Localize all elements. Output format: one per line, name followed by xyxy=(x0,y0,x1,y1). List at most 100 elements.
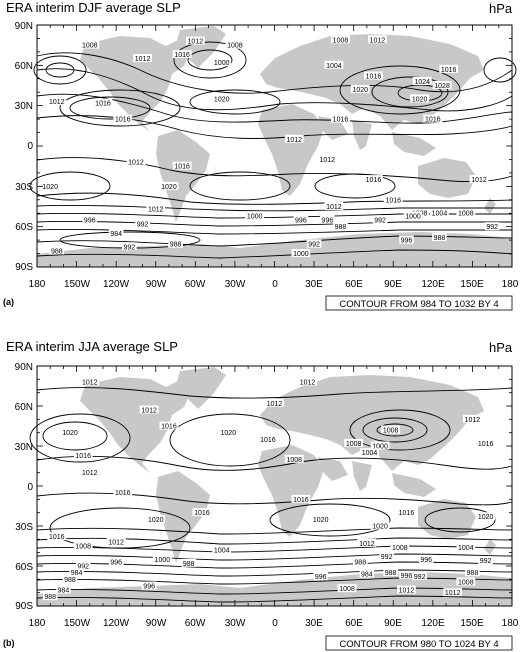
contour-label-bg xyxy=(293,215,309,224)
contour-label: 1020 xyxy=(148,517,164,524)
contour-line xyxy=(42,421,108,451)
contour-label-bg xyxy=(80,377,100,386)
contour-label-bg xyxy=(47,97,67,106)
x-tick-label: 60W xyxy=(185,618,206,629)
x-tick-label: 90W xyxy=(146,618,167,629)
x-tick-label: 150E xyxy=(460,618,484,629)
contour-label: 1016 xyxy=(49,534,65,541)
india-land xyxy=(352,120,372,150)
contour-label-bg xyxy=(403,211,423,220)
contour-line xyxy=(36,68,513,112)
contour-label-bg xyxy=(383,195,403,204)
contour-label: 1000 xyxy=(405,213,421,220)
contour-label-bg xyxy=(324,202,344,210)
y-tick-label: 90S xyxy=(15,601,33,612)
contour-label: 1016 xyxy=(385,197,401,204)
x-tick-label: 30W xyxy=(225,279,246,290)
contour-label: 1016 xyxy=(478,441,494,448)
contour-label: 1004 xyxy=(362,450,378,457)
contour-label: 1012 xyxy=(465,417,481,424)
contour-label-bg xyxy=(469,175,489,184)
contour-line xyxy=(483,57,517,83)
x-tick-label: 60E xyxy=(345,279,363,290)
x-tick-label: 150E xyxy=(460,279,484,290)
panel-a-contour-info: CONTOUR FROM 984 TO 1032 BY 4 xyxy=(339,299,498,310)
contour-label: 996 xyxy=(315,574,327,581)
y-tick-label: 60N xyxy=(15,61,33,72)
contour-label-bg xyxy=(331,114,350,123)
contour-line xyxy=(349,409,451,451)
contour-label-bg xyxy=(456,542,476,551)
contour-label-bg xyxy=(159,421,179,430)
contour-label-bg xyxy=(113,488,133,497)
contour-label: 1012 xyxy=(148,207,164,214)
contour-label: 988 xyxy=(183,561,195,568)
contour-label: 992 xyxy=(381,554,393,561)
contour-label: 1008 xyxy=(75,544,91,551)
contour-label: 1020 xyxy=(62,430,78,437)
contour-line xyxy=(33,55,87,85)
contour-label-bg xyxy=(443,588,463,597)
contour-label-bg xyxy=(93,98,113,107)
contour-label-bg xyxy=(370,521,390,530)
contour-label: 1016 xyxy=(115,490,131,497)
contour-label: 996 xyxy=(143,584,155,591)
x-tick-label: 150W xyxy=(64,618,91,629)
panel-b-map: 1012 1012 1012 1012 1020 1016 1016 1020 1016 1008… xyxy=(29,365,513,607)
y-tick-label: 30N xyxy=(15,101,33,112)
x-tick-label: 0 xyxy=(272,618,278,629)
contour-label-bg xyxy=(139,405,159,414)
contour-label-bg xyxy=(192,508,212,517)
contour-label-bg xyxy=(397,585,416,594)
contour-line xyxy=(29,171,111,201)
contour-label-bg xyxy=(390,542,410,551)
panel-b: ERA interim JJA average SLP hPa xyxy=(3,339,519,651)
contour-label-bg xyxy=(126,157,146,166)
y-tick-label: 90N xyxy=(15,21,33,32)
contour-line xyxy=(169,413,291,467)
contour-label-bg xyxy=(49,246,65,255)
contour-line xyxy=(187,49,233,71)
contour-label-bg xyxy=(370,441,390,450)
contour-line xyxy=(362,417,428,443)
contour-label: 1012 xyxy=(370,37,386,44)
contour-label-bg xyxy=(108,557,124,566)
contour-line xyxy=(36,249,513,259)
contour-label-bg xyxy=(324,60,344,69)
contour-label: 1020 xyxy=(478,514,494,521)
x-tick-label: 120W xyxy=(103,279,130,290)
contour-label: 1004 xyxy=(458,545,474,552)
contour-label-bg xyxy=(357,538,377,547)
contour-line xyxy=(36,213,512,219)
contour-label-bg xyxy=(484,222,500,231)
y-tick-label: 60S xyxy=(15,222,33,233)
panel-a-label: (a) xyxy=(3,297,14,307)
india-land xyxy=(352,461,372,491)
se-asia-land xyxy=(392,473,436,497)
contour-label: 1004 xyxy=(326,63,342,70)
y-tick-label: 90S xyxy=(15,262,33,273)
contour-label: 988 xyxy=(354,560,366,567)
contour-label-bg xyxy=(75,561,91,570)
contour-label: 1008 xyxy=(333,37,349,44)
contour-label: 1012 xyxy=(188,39,204,46)
greenland-land xyxy=(176,367,226,409)
contour-label: 1020 xyxy=(352,87,368,94)
contour-label-bg xyxy=(291,494,311,503)
contour-label: 1008 xyxy=(383,428,399,435)
contour-line xyxy=(36,221,512,227)
contour-label-bg xyxy=(476,438,496,447)
contour-label: 984 xyxy=(58,588,70,595)
contour-label-bg xyxy=(350,85,370,94)
contour-label-bg xyxy=(432,81,452,89)
contour-line xyxy=(29,413,131,463)
antarctica-land xyxy=(37,572,512,606)
y-tick-label: 30S xyxy=(15,522,33,533)
contour-label-bg xyxy=(113,114,133,123)
contour-label-bg xyxy=(108,228,124,237)
contour-line xyxy=(45,62,75,78)
contour-label: 988 xyxy=(434,235,446,242)
contour-label-bg xyxy=(372,215,388,224)
contour-label-bg xyxy=(258,434,278,443)
contour-line xyxy=(36,205,512,212)
